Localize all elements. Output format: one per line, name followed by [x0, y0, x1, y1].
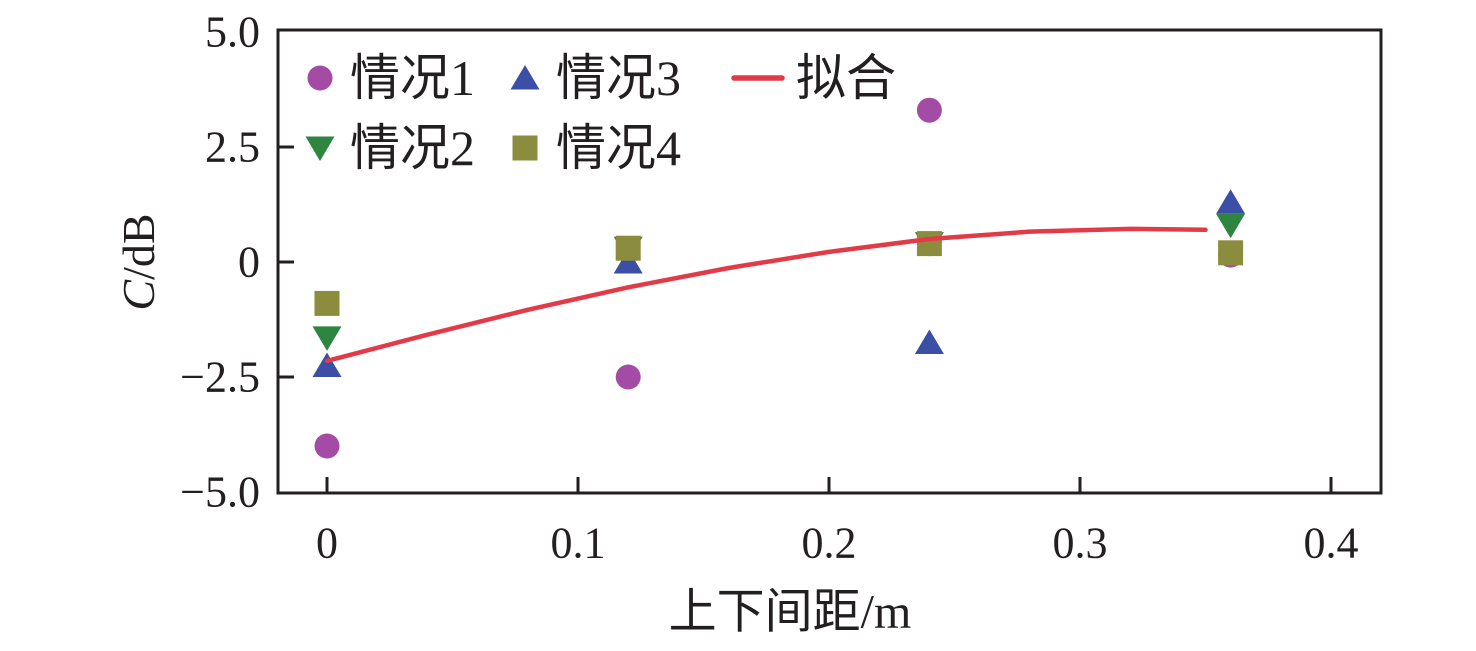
legend-label-情况4: 情况4	[556, 120, 681, 176]
data-point-情况3-x0	[312, 352, 342, 377]
y-tick-label-0: 0	[238, 238, 260, 287]
legend-marker-circle	[307, 65, 333, 91]
legend-marker-square	[512, 135, 538, 161]
y-tick-label-2.5: 2.5	[205, 123, 260, 172]
y-axis-title-symbol: C	[113, 279, 164, 311]
legend-marker-triangle-down	[305, 136, 335, 161]
data-point-情况2-x0.36	[1216, 213, 1246, 239]
data-point-情况1-x0.24	[916, 97, 942, 123]
fit-line	[324, 226, 1208, 364]
y-tick-label-−5.0: −5.0	[180, 468, 260, 517]
data-point-情况1-x0.12	[615, 364, 641, 390]
x-tick-label-0.1: 0.1	[551, 519, 606, 568]
data-point-情况2-x0	[312, 326, 342, 351]
data-point-情况4-x0.24	[916, 231, 942, 257]
data-point-情况4-x0.12	[615, 235, 641, 261]
plot-area: 5.0 2.5 0 −2.5 −5.0 0 0.1 0.2 0.3 0.4 上下间距/m C/dB 情况…	[113, 8, 1383, 639]
data-point-情况1-x0	[314, 433, 340, 459]
data-point-情况3-x0.36	[1216, 189, 1246, 214]
data-point-情况3-x0.24	[914, 329, 944, 354]
y-tick-label-−2.5: −2.5	[180, 353, 260, 402]
x-axis-title: 上下间距/m	[669, 586, 912, 639]
legend-label-拟合: 拟合	[796, 50, 896, 106]
x-tick-label-0.3: 0.3	[1053, 519, 1108, 568]
legend-marker-triangle-up	[510, 65, 540, 90]
y-axis-title: C/dB	[113, 213, 164, 310]
y-axis-title-unit: /dB	[113, 213, 164, 279]
y-tick-label-5.0: 5.0	[205, 8, 260, 57]
legend-label-情况1: 情况1	[350, 50, 475, 106]
data-point-情况4-x0.36	[1218, 240, 1244, 266]
legend-label-情况2: 情况2	[350, 120, 475, 176]
legend-label-情况3: 情况3	[556, 50, 681, 106]
x-tick-label-0: 0	[316, 519, 338, 568]
data-point-情况3-x0.12	[613, 249, 643, 274]
x-tick-label-0.2: 0.2	[802, 519, 857, 568]
data-point-情况4-x0	[314, 290, 340, 316]
x-tick-label-0.4: 0.4	[1304, 519, 1359, 568]
